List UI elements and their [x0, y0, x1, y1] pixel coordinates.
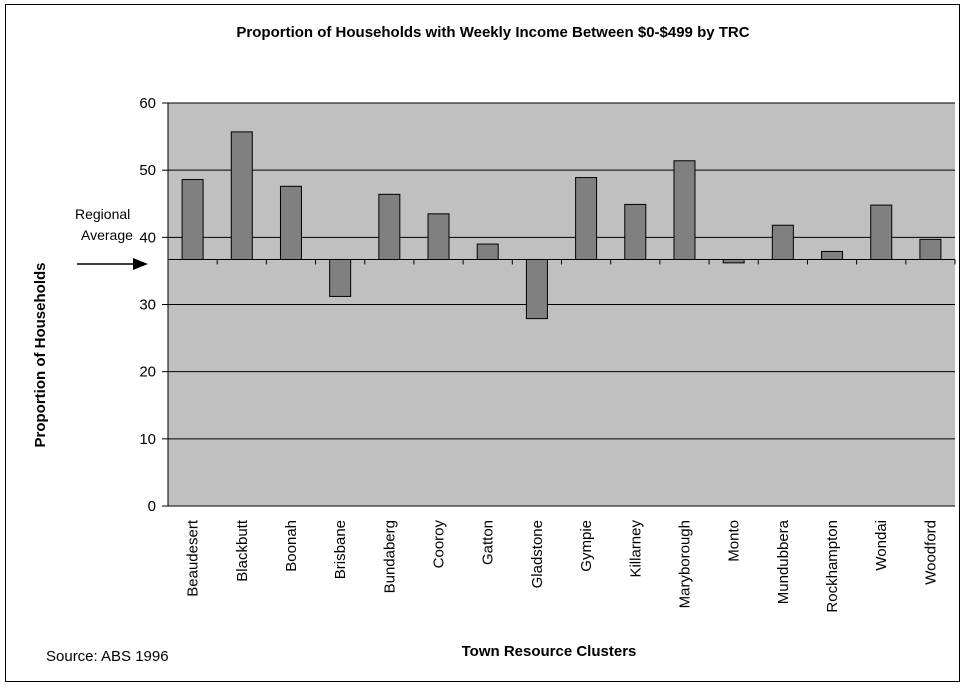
category-label: Maryborough — [676, 520, 693, 608]
y-tick-label: 10 — [139, 431, 156, 448]
category-label: Rockhampton — [824, 520, 841, 613]
bar-gladstone — [525, 258, 548, 320]
chart-title: Proportion of Households with Weekly Inc… — [236, 24, 749, 41]
category-label: Woodford — [922, 520, 939, 585]
category-label: Monto — [726, 520, 743, 562]
gridlines — [168, 102, 955, 440]
bar-blackbutt — [230, 131, 253, 260]
category-label: Wondai — [873, 520, 890, 571]
y-tick-label: 40 — [139, 229, 156, 246]
bars — [181, 131, 942, 320]
bar-gympie — [575, 177, 598, 260]
x-axis-title: Town Resource Clusters — [462, 643, 637, 660]
y-tick-label: 30 — [139, 297, 156, 314]
category-label: Gatton — [480, 520, 497, 565]
regional-average-label-line1: Regional — [75, 206, 130, 222]
bar-maryborough — [673, 160, 696, 260]
y-tick-label: 20 — [139, 364, 156, 381]
category-label: Boonah — [283, 520, 300, 572]
bar-boonah — [279, 185, 302, 260]
regional-average-annotation: Regional Average — [75, 206, 148, 270]
y-tick-label: 60 — [139, 95, 156, 112]
tick-labels: 0 10 20 30 40 50 60 — [139, 95, 156, 515]
source-note: Source: ABS 1996 — [46, 648, 169, 665]
bar-cooroy — [427, 213, 450, 260]
category-label: Killarney — [627, 520, 644, 578]
bar-beaudesert — [181, 179, 204, 260]
bar-wondai — [870, 204, 893, 260]
category-labels: Beaudesert Blackbutt Boonah Brisbane Bundabe… — [185, 519, 940, 612]
category-label: Bundaberg — [381, 520, 398, 593]
y-tick-label: 50 — [139, 162, 156, 179]
bar-brisbane — [329, 258, 352, 297]
category-label: Brisbane — [332, 520, 349, 579]
bar-woodford — [919, 238, 942, 260]
regional-average-arrow-icon — [77, 258, 148, 270]
category-label: Blackbutt — [234, 519, 251, 582]
category-label: Mundubbera — [775, 519, 792, 604]
bar-killarney — [624, 203, 647, 260]
bar-rockhampton — [821, 250, 844, 260]
category-label: Cooroy — [431, 520, 448, 569]
bar-gatton — [476, 243, 499, 260]
bar-monto — [722, 258, 745, 264]
category-label: Gladstone — [529, 520, 546, 588]
bar-bundaberg — [378, 193, 401, 260]
regional-average-label-line2: Average — [81, 227, 133, 243]
axes — [162, 102, 956, 507]
category-label: Gympie — [578, 520, 595, 572]
y-tick-label: 0 — [148, 498, 156, 515]
bar-mundubbera — [771, 224, 794, 260]
y-axis-title: Proportion of Households — [32, 263, 49, 448]
category-label: Beaudesert — [185, 519, 202, 597]
